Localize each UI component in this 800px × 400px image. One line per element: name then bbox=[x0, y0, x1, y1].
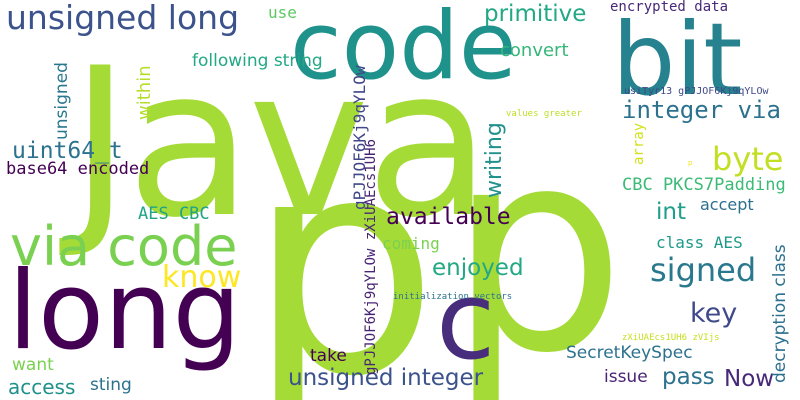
word-decryption-class: decryption class bbox=[770, 244, 790, 383]
word-writing: unsigned bbox=[52, 62, 72, 140]
word-byte: byte bbox=[712, 140, 784, 178]
word-code: code bbox=[290, 0, 517, 101]
word-know: know bbox=[162, 260, 242, 295]
word-convert: following string bbox=[192, 51, 323, 71]
word-zxiu-small: zXiUAEcs1UH6 zVIjs bbox=[622, 333, 720, 343]
word-accept: accept bbox=[700, 195, 754, 214]
word-key: key bbox=[690, 298, 738, 329]
word-tiny-p: p bbox=[688, 159, 693, 167]
word-c: c bbox=[436, 259, 496, 384]
word-pass: pass bbox=[662, 364, 715, 390]
word-p-left: p bbox=[248, 93, 439, 400]
word-want: want bbox=[12, 355, 54, 375]
word-following-string: encrypted data bbox=[610, 0, 729, 15]
word-base64-encoded: base64 encoded bbox=[6, 159, 150, 179]
word-available: available bbox=[386, 204, 511, 230]
word-encrypted-data: use bbox=[268, 3, 297, 22]
word-use: writing bbox=[482, 122, 507, 198]
word-now: Now bbox=[724, 366, 775, 392]
word-aes-cbc: AES CBC bbox=[138, 204, 210, 224]
word-signed: signed bbox=[650, 251, 757, 289]
word-uint64-t: uint64_t bbox=[12, 138, 123, 164]
word-primitive: primitive bbox=[484, 1, 587, 27]
word-values-greater: values greater bbox=[506, 109, 582, 119]
word-within: convert bbox=[500, 40, 569, 61]
word-integer-via: integer via bbox=[622, 96, 781, 124]
word-unsigned-long: unsigned long bbox=[6, 0, 240, 37]
word-enjoyed: enjoyed bbox=[432, 255, 524, 281]
word-gpjj-small: usiTyr13 gPJJOF6Kj9qYLOw bbox=[624, 86, 769, 97]
word-bit: bit bbox=[612, 1, 743, 118]
word-int: int bbox=[656, 199, 686, 225]
word-sting: sting bbox=[90, 375, 132, 395]
word-long: long bbox=[8, 249, 242, 374]
word-cbc-pkcs7: CBC PKCS7Padding bbox=[622, 175, 786, 195]
word-issue: issue bbox=[604, 367, 648, 387]
word-coming: coming bbox=[382, 234, 440, 253]
word-initialization-vectors: initialization vectors bbox=[393, 292, 513, 302]
word-via-code: via code bbox=[10, 215, 238, 278]
word-secretkeyspec: SecretKeySpec bbox=[566, 343, 693, 363]
word-p-right: p bbox=[448, 89, 626, 400]
word-take: take bbox=[310, 346, 347, 366]
word-unsigned-vertical: within bbox=[134, 65, 155, 120]
word-usityr-vertical: gPJJOF6Kj9qYLOw zXiUAEcs1UH6 bbox=[363, 138, 379, 375]
word-array: array bbox=[631, 122, 647, 165]
word-java: Java bbox=[70, 25, 491, 263]
word-class-aes: class AES bbox=[656, 233, 743, 252]
word-unsigned-integer: unsigned integer bbox=[288, 365, 484, 391]
word-access: access bbox=[8, 375, 76, 399]
